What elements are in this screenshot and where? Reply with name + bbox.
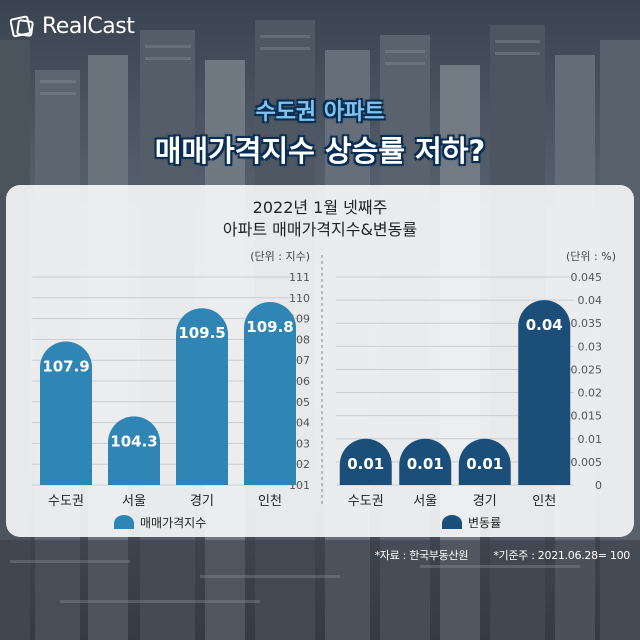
data-label: 107.9	[42, 357, 89, 375]
legend-swatch	[442, 515, 462, 529]
bar	[458, 438, 511, 485]
y-tick-label: 0.04	[578, 294, 603, 307]
legend-swatch	[114, 515, 134, 529]
category-label: 인천	[258, 494, 282, 509]
category-label: 경기	[473, 494, 497, 509]
category-label: 서울	[122, 494, 146, 509]
data-label: 109.5	[178, 324, 225, 342]
data-label: 0.01	[347, 455, 384, 473]
category-label: 서울	[413, 494, 437, 509]
y-tick-label: 0.045	[571, 271, 603, 284]
y-tick-label: 0.015	[571, 410, 603, 423]
y-tick-label: 0.01	[578, 433, 603, 446]
data-label: 0.01	[466, 455, 503, 473]
base-week-note: *기준주 : 2021.06.28= 100	[493, 549, 630, 562]
brand-logo: RealCast	[10, 14, 135, 39]
bar	[244, 301, 296, 485]
headline-line-1: 수도권 아파트	[255, 100, 385, 125]
headline-line-2: 매매가격지수 상승률 저하?	[154, 134, 486, 168]
y-tick-label: 0.02	[578, 387, 603, 400]
brand-name: RealCast	[42, 14, 135, 39]
y-tick-label: 0	[595, 479, 602, 492]
bar	[108, 416, 160, 485]
category-label: 인천	[532, 494, 556, 509]
category-label: 경기	[190, 494, 214, 509]
bar	[518, 300, 571, 485]
chart-panel: 2022년 1월 넷째주 아파트 매매가격지수&변동률 101 102 103 104…	[6, 185, 634, 537]
footer-notes: *자료 : 한국부동산원 *기준주 : 2021.06.28= 100	[0, 547, 631, 563]
chart-panel-title: 2022년 1월 넷째주 아파트 매매가격지수&변동률	[6, 197, 634, 241]
chart-title-line-2: 아파트 매매가격지수&변동률	[222, 220, 418, 239]
category-label: 수도권	[348, 494, 384, 509]
unit-label: (단위 : 지수)	[250, 250, 310, 263]
data-label: 109.8	[246, 318, 293, 336]
bar	[40, 341, 92, 485]
data-label: 0.04	[526, 316, 563, 334]
data-label: 104.3	[110, 432, 157, 450]
source-note: *자료 : 한국부동산원	[374, 549, 469, 562]
y-tick-label: 110	[289, 292, 310, 305]
unit-label: (단위 : %)	[566, 250, 616, 263]
y-tick-label: 111	[289, 271, 310, 284]
bar	[339, 438, 392, 485]
category-label: 수도권	[48, 494, 84, 509]
y-tick-label: 0.03	[578, 340, 603, 353]
bar	[176, 308, 228, 485]
data-label: 0.01	[407, 455, 444, 473]
legend-label: 변동률	[468, 516, 501, 530]
y-tick-label: 0.025	[571, 363, 603, 376]
y-tick-label: 0.035	[571, 317, 603, 330]
y-tick-label: 0.005	[571, 456, 603, 469]
realcast-logo-icon	[10, 15, 34, 37]
chart-title-line-1: 2022년 1월 넷째주	[252, 198, 388, 217]
legend-label: 매매가격지수	[140, 516, 206, 530]
bar	[399, 438, 452, 485]
